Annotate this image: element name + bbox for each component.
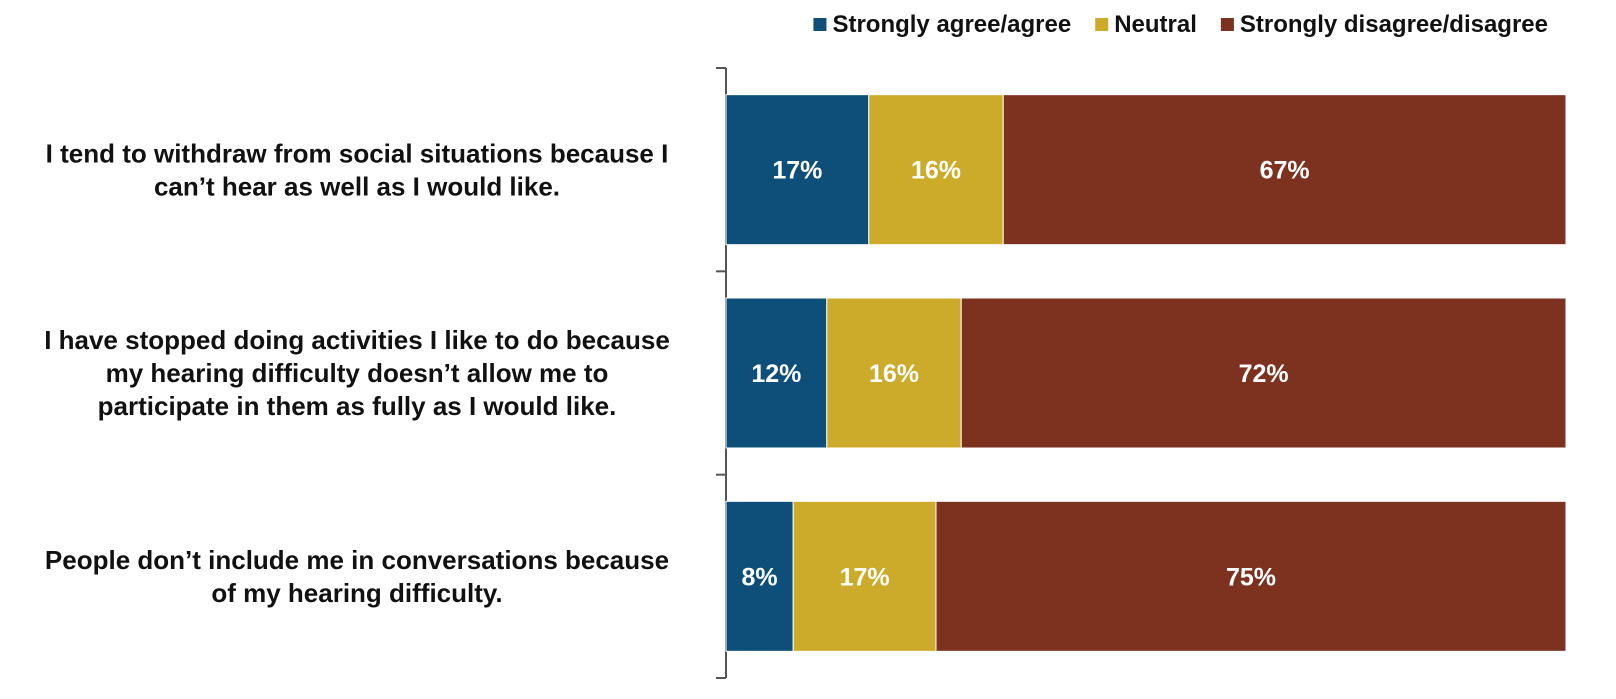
category-label-line: People don’t include me in conversations… <box>45 545 669 575</box>
data-label-strongly-agree-agree-row-2: 12% <box>751 360 801 388</box>
category-label-line: of my hearing difficulty. <box>211 578 502 608</box>
bar-segment-neutral-row-2 <box>826 297 962 449</box>
category-labels: I tend to withdraw from social situation… <box>44 138 670 608</box>
category-label-row-3: People don’t include me in conversations… <box>45 545 669 608</box>
legend-swatch <box>813 18 827 31</box>
bar-segment-strongly-agree-agree-row-3 <box>725 500 794 652</box>
category-label-row-1: I tend to withdraw from social situation… <box>46 138 669 201</box>
legend: Strongly agree/agree Neutral Strongly disa… <box>813 11 1548 38</box>
bar-segment-strongly-agree-agree-row-2 <box>725 297 828 449</box>
category-label-line: participate in them as fully as I would … <box>98 391 617 421</box>
category-axis <box>716 67 727 679</box>
category-label-line: can’t hear as well as I would like. <box>154 171 560 201</box>
bar-segment-strongly-disagree-disagree-row-2 <box>960 297 1567 449</box>
legend-label: Neutral <box>1114 11 1197 38</box>
data-label-strongly-disagree-disagree-row-3: 75% <box>1226 563 1276 591</box>
legend-swatch <box>1220 18 1234 31</box>
data-label-neutral-row-1: 16% <box>911 157 961 185</box>
bar-segment-strongly-agree-agree-row-1 <box>725 94 870 246</box>
category-label-line: I have stopped doing activities I like t… <box>44 325 670 355</box>
data-label-neutral-row-3: 17% <box>840 563 890 591</box>
data-label-neutral-row-2: 16% <box>869 360 919 388</box>
legend-item-strongly-disagree-disagree: Strongly disagree/disagree <box>1220 11 1548 38</box>
category-label-row-2: I have stopped doing activities I like t… <box>44 325 670 421</box>
legend-swatch <box>1095 18 1109 31</box>
data-label-strongly-disagree-disagree-row-1: 67% <box>1260 157 1310 185</box>
bar-segment-strongly-disagree-disagree-row-3 <box>935 500 1567 652</box>
legend-item-strongly-agree-agree: Strongly agree/agree <box>813 11 1071 38</box>
bars: 17% 16% 67% 12% 16% 72% 8% 17% 75% <box>725 94 1567 652</box>
legend-label: Strongly disagree/disagree <box>1240 11 1548 38</box>
data-label-strongly-agree-agree-row-3: 8% <box>742 563 778 591</box>
data-label-strongly-disagree-disagree-row-2: 72% <box>1239 360 1289 388</box>
legend-item-neutral: Neutral <box>1095 11 1197 38</box>
data-label-strongly-agree-agree-row-1: 17% <box>772 157 822 185</box>
legend-label: Strongly agree/agree <box>832 11 1071 38</box>
category-label-line: I tend to withdraw from social situation… <box>46 138 669 168</box>
bar-segment-neutral-row-1 <box>868 94 1004 246</box>
category-label-line: my hearing difficulty doesn’t allow me t… <box>106 358 609 388</box>
bar-segment-strongly-disagree-disagree-row-1 <box>1002 94 1567 246</box>
